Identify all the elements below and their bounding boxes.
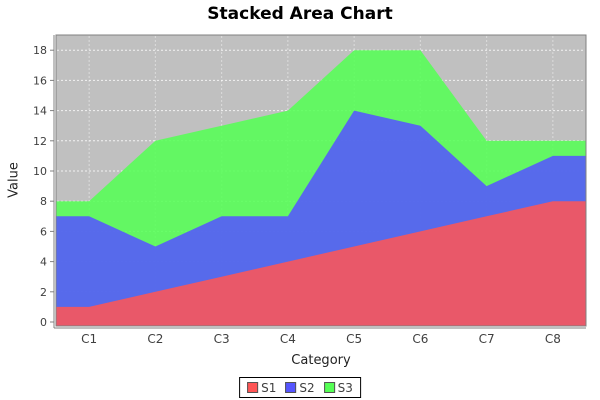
y-tick-label: 14 bbox=[33, 105, 47, 118]
chart-title: Stacked Area Chart bbox=[207, 4, 393, 24]
y-tick-label: 2 bbox=[40, 286, 47, 299]
legend-item-s1: S1 bbox=[247, 382, 276, 394]
y-tick-label: 12 bbox=[33, 135, 47, 148]
y-axis-title: Value bbox=[6, 162, 22, 198]
y-tick-label: 4 bbox=[40, 256, 47, 269]
x-tick-label: C1 bbox=[81, 332, 97, 346]
x-axis-title: Category bbox=[291, 353, 351, 368]
legend-item-s2: S2 bbox=[285, 380, 315, 395]
legend-label-s2: S2 bbox=[299, 380, 315, 395]
legend-swatch-s1-icon bbox=[247, 382, 259, 393]
x-tick-label: C8 bbox=[545, 332, 561, 346]
y-tick-label: 0 bbox=[40, 316, 47, 329]
y-tick-label: 16 bbox=[33, 74, 47, 87]
legend: S1 S2 S3 bbox=[239, 377, 361, 398]
y-tick-label: 10 bbox=[33, 165, 47, 178]
x-tick-label: C2 bbox=[147, 332, 163, 346]
x-tick-label: C6 bbox=[412, 332, 428, 346]
area-series-s1 bbox=[56, 201, 586, 326]
x-tick-label: C7 bbox=[479, 332, 495, 346]
y-tick-label: 18 bbox=[33, 44, 47, 57]
plot-border bbox=[55, 34, 587, 327]
legend-label-s3: S3 bbox=[337, 380, 353, 395]
legend-swatch-s3-icon bbox=[323, 382, 335, 393]
y-tick-label: 6 bbox=[40, 225, 47, 238]
y-tick-label: 8 bbox=[40, 195, 47, 208]
legend-item-s3: S3 bbox=[323, 380, 353, 395]
x-tick-label: C3 bbox=[214, 332, 230, 346]
legend-swatch-s2-icon bbox=[285, 382, 297, 393]
legend-label-s1: S1 bbox=[261, 380, 277, 395]
x-tick-label: C4 bbox=[280, 332, 296, 346]
x-tick-label: C5 bbox=[346, 332, 362, 346]
